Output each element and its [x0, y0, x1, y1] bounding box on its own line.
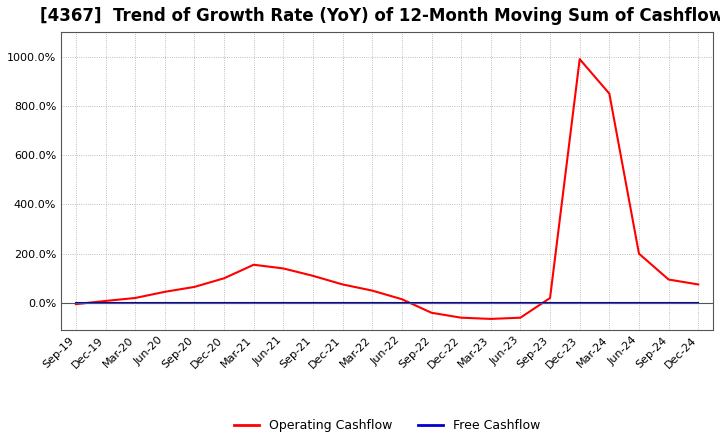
Operating Cashflow: [546, 295, 554, 301]
Title: [4367]  Trend of Growth Rate (YoY) of 12-Month Moving Sum of Cashflows: [4367] Trend of Growth Rate (YoY) of 12-…: [40, 7, 720, 25]
Free Cashflow: [249, 300, 258, 305]
Free Cashflow: [338, 300, 347, 305]
Free Cashflow: [397, 300, 406, 305]
Free Cashflow: [487, 300, 495, 305]
Operating Cashflow: [605, 91, 613, 96]
Free Cashflow: [516, 300, 525, 305]
Free Cashflow: [131, 300, 140, 305]
Operating Cashflow: [368, 288, 377, 293]
Operating Cashflow: [516, 315, 525, 320]
Operating Cashflow: [71, 301, 80, 307]
Free Cashflow: [190, 300, 199, 305]
Free Cashflow: [694, 300, 703, 305]
Operating Cashflow: [131, 295, 140, 301]
Operating Cashflow: [220, 275, 228, 281]
Operating Cashflow: [575, 56, 584, 62]
Operating Cashflow: [249, 262, 258, 268]
Operating Cashflow: [694, 282, 703, 287]
Free Cashflow: [161, 300, 169, 305]
Free Cashflow: [546, 300, 554, 305]
Line: Operating Cashflow: Operating Cashflow: [76, 59, 698, 319]
Operating Cashflow: [397, 297, 406, 302]
Free Cashflow: [279, 300, 288, 305]
Operating Cashflow: [634, 251, 643, 257]
Operating Cashflow: [338, 282, 347, 287]
Free Cashflow: [665, 300, 673, 305]
Free Cashflow: [309, 300, 318, 305]
Free Cashflow: [71, 300, 80, 305]
Legend: Operating Cashflow, Free Cashflow: Operating Cashflow, Free Cashflow: [229, 414, 545, 437]
Free Cashflow: [605, 300, 613, 305]
Free Cashflow: [456, 300, 465, 305]
Free Cashflow: [427, 300, 436, 305]
Operating Cashflow: [665, 277, 673, 282]
Operating Cashflow: [487, 316, 495, 322]
Free Cashflow: [368, 300, 377, 305]
Operating Cashflow: [427, 310, 436, 315]
Operating Cashflow: [161, 289, 169, 294]
Operating Cashflow: [190, 284, 199, 290]
Free Cashflow: [102, 300, 110, 305]
Free Cashflow: [575, 300, 584, 305]
Free Cashflow: [634, 300, 643, 305]
Free Cashflow: [220, 300, 228, 305]
Operating Cashflow: [456, 315, 465, 320]
Operating Cashflow: [309, 273, 318, 279]
Operating Cashflow: [102, 298, 110, 304]
Operating Cashflow: [279, 266, 288, 271]
